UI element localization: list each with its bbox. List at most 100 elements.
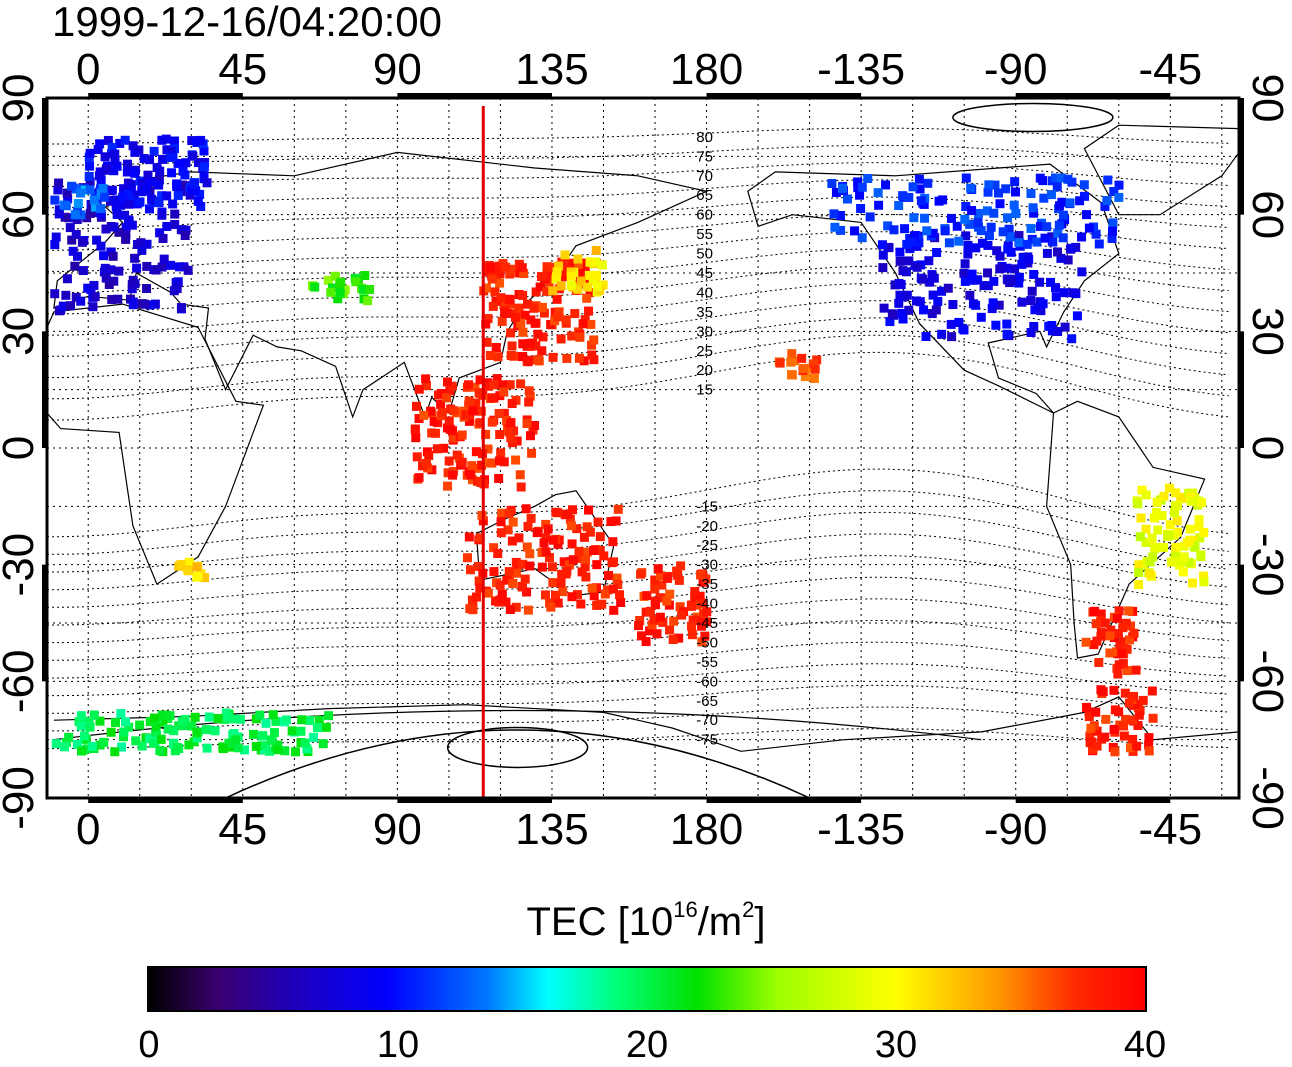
tec-cell xyxy=(686,601,696,611)
tec-cell xyxy=(1106,625,1116,635)
tec-cell xyxy=(656,571,666,581)
tec-cell xyxy=(1051,292,1061,302)
tec-cell xyxy=(481,319,491,329)
tec-cell xyxy=(475,375,485,385)
tec-cell xyxy=(1082,210,1092,220)
tec-cell xyxy=(1118,623,1128,633)
tec-cell xyxy=(504,427,514,437)
lon-tick-top: -45 xyxy=(1139,45,1203,94)
tec-cell xyxy=(1177,556,1187,566)
frame-bar-left xyxy=(42,98,48,215)
tec-cell xyxy=(595,546,605,556)
tec-cell xyxy=(695,616,705,626)
tec-cell xyxy=(258,731,268,741)
tec-cell xyxy=(53,185,63,195)
tec-cell xyxy=(443,481,453,491)
tec-cell xyxy=(1026,223,1036,233)
contour-line xyxy=(47,282,1229,336)
tec-cell xyxy=(1129,691,1139,701)
tec-cell xyxy=(119,727,129,737)
tec-cell xyxy=(1103,175,1113,185)
tec-cell xyxy=(1096,685,1106,695)
tec-cell xyxy=(1053,326,1063,336)
tec-cell xyxy=(271,716,281,726)
tec-cell xyxy=(484,381,494,391)
tec-cell xyxy=(411,401,421,411)
contour-line xyxy=(47,179,1229,209)
tec-cell xyxy=(580,264,590,274)
tec-cell xyxy=(1112,613,1122,623)
tec-cell xyxy=(414,384,424,394)
tec-cell xyxy=(557,267,567,277)
tec-cell xyxy=(143,170,153,180)
tec-cell xyxy=(79,716,89,726)
tec-cell xyxy=(1147,686,1157,696)
tec-cell xyxy=(588,276,598,286)
tec-cell xyxy=(499,457,509,467)
tec-cell xyxy=(534,356,544,366)
tec-cell xyxy=(144,734,154,744)
tec-cell xyxy=(982,206,992,216)
tec-cell xyxy=(525,549,535,559)
tec-cell xyxy=(145,155,155,165)
colorbar-tick-label: 40 xyxy=(1123,1024,1167,1066)
tec-cell xyxy=(495,266,505,276)
tec-cell xyxy=(210,726,220,736)
tec-cell xyxy=(591,257,601,267)
tec-cell xyxy=(414,414,424,424)
tec-cell xyxy=(1169,530,1179,540)
tec-cell xyxy=(464,416,474,426)
tec-cell xyxy=(124,722,134,732)
tec-cell xyxy=(562,353,572,363)
lat-tick-left: 90 xyxy=(0,74,43,123)
tec-cell xyxy=(1153,525,1163,535)
tec-cell xyxy=(535,282,545,292)
tec-cell xyxy=(960,214,970,224)
tec-cell xyxy=(218,744,228,754)
tec-cell xyxy=(131,736,141,746)
tec-cell xyxy=(904,192,914,202)
tec-cell xyxy=(1108,226,1118,236)
tec-cell xyxy=(1182,538,1192,548)
tec-cell xyxy=(1026,296,1036,306)
tec-cell xyxy=(657,580,667,590)
tec-cell xyxy=(505,380,515,390)
tec-cell xyxy=(531,287,541,297)
tec-cell xyxy=(827,178,837,188)
tec-cell xyxy=(187,136,197,146)
tec-cell xyxy=(1048,237,1058,247)
tec-cell xyxy=(496,448,506,458)
tec-cell xyxy=(85,185,95,195)
lon-tick-top: -135 xyxy=(817,45,905,94)
tec-cell xyxy=(122,167,132,177)
tec-cell xyxy=(966,183,976,193)
tec-cell xyxy=(436,389,446,399)
tec-cell xyxy=(541,519,551,529)
tec-cell xyxy=(1046,277,1056,287)
tec-cell xyxy=(507,399,517,409)
tec-cell xyxy=(522,542,532,552)
tec-cell xyxy=(961,173,971,183)
tec-cell xyxy=(961,231,971,241)
tec-cell xyxy=(1001,184,1011,194)
tec-cell xyxy=(92,235,102,245)
lat-tick-right: -30 xyxy=(1243,533,1292,597)
tec-cell xyxy=(1171,488,1181,498)
tec-cell xyxy=(836,225,846,235)
tec-cell xyxy=(1136,513,1146,523)
tec-cell xyxy=(562,566,572,576)
tec-cell xyxy=(584,505,594,515)
tec-cell xyxy=(514,268,524,278)
tec-cell xyxy=(592,560,602,570)
tec-cell xyxy=(196,201,206,211)
tec-cell xyxy=(698,598,708,608)
contour-line xyxy=(47,196,1229,230)
contour-line xyxy=(47,490,1229,555)
tec-cell xyxy=(116,709,126,719)
tec-cell xyxy=(490,287,500,297)
tec-cell xyxy=(67,235,77,245)
tec-cell xyxy=(961,201,971,211)
frame-bar-top xyxy=(397,93,552,99)
tec-cell xyxy=(472,463,482,473)
tec-cell xyxy=(1100,618,1110,628)
